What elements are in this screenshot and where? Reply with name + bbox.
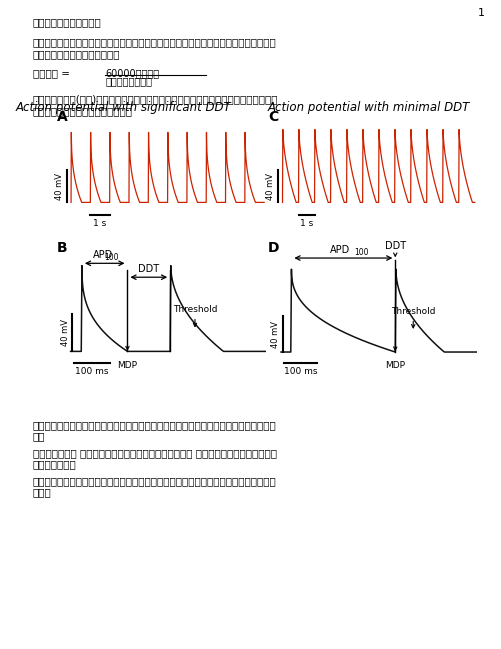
Text: 100 ms: 100 ms xyxy=(75,367,108,376)
Text: B: B xyxy=(57,241,68,256)
Text: Action potential with significant DDT: Action potential with significant DDT xyxy=(15,101,230,114)
Text: 峰值（毫伏）： 是指膜电位去极化所达到最大膜电位值， 即指最大舒张期电位与峰值之: 峰值（毫伏）： 是指膜电位去极化所达到最大膜电位值， 即指最大舒张期电位与峰值之 xyxy=(33,448,276,458)
Text: 40 mV: 40 mV xyxy=(266,173,275,200)
Text: 心肌动作电位的基本概念: 心肌动作电位的基本概念 xyxy=(33,18,101,27)
Text: 在舒张期故称之为最大舒张期电位。: 在舒张期故称之为最大舒张期电位。 xyxy=(33,106,132,116)
Text: 40 mV: 40 mV xyxy=(61,319,69,347)
Text: Action potential with minimal DDT: Action potential with minimal DDT xyxy=(268,101,469,114)
Text: 舒张期间隔（毫秒）：是指从最大舒张期电位到峰值所需的去极化时间，故也称之为峰值: 舒张期间隔（毫秒）：是指从最大舒张期电位到峰值所需的去极化时间，故也称之为峰值 xyxy=(33,476,276,485)
Text: 循环周期（毫秒）：是指两个相邻动作电位峰值之间的时间间隔。根据循环周期可以计算: 循环周期（毫秒）：是指两个相邻动作电位峰值之间的时间间隔。根据循环周期可以计算 xyxy=(33,37,276,47)
Text: 1: 1 xyxy=(476,8,483,18)
Text: 搏动频率 =: 搏动频率 = xyxy=(33,68,70,78)
Text: 最大舒张期电位(毫伏)：心肌细胞在复极过程中出现的最负的跨膜电位。因为复极是发生: 最大舒张期电位(毫伏)：心肌细胞在复极过程中出现的最负的跨膜电位。因为复极是发生 xyxy=(33,94,278,104)
Text: DDT: DDT xyxy=(138,264,159,274)
Text: 40 mV: 40 mV xyxy=(55,173,64,200)
Text: 阈值（毫伏）：是指膜电位去极化过程中足以引发动作电位时的膜电位值，也称之为阈电: 阈值（毫伏）：是指膜电位去极化过程中足以引发动作电位时的膜电位值，也称之为阈电 xyxy=(33,420,276,430)
Text: 位。: 位。 xyxy=(33,432,45,441)
Text: D: D xyxy=(268,241,279,256)
Text: 100 ms: 100 ms xyxy=(283,367,317,376)
Text: A: A xyxy=(57,110,68,125)
Text: 100: 100 xyxy=(353,248,368,257)
Text: Threshold: Threshold xyxy=(390,307,434,316)
Text: MDP: MDP xyxy=(117,361,137,370)
Text: 时间。: 时间。 xyxy=(33,487,51,497)
Text: 1 s: 1 s xyxy=(299,219,313,228)
Text: 40 mV: 40 mV xyxy=(271,321,280,348)
Text: C: C xyxy=(268,110,278,125)
Text: 循环周期（毫秒）: 循环周期（毫秒） xyxy=(105,77,152,86)
Text: 1 s: 1 s xyxy=(93,219,106,228)
Text: 间的垂直距离。: 间的垂直距离。 xyxy=(33,459,76,469)
Text: 100: 100 xyxy=(104,253,118,262)
Text: DDT: DDT xyxy=(384,241,405,251)
Text: 出心肌细胞每分钟的搏动频率：: 出心肌细胞每分钟的搏动频率： xyxy=(33,49,120,58)
Text: Threshold: Threshold xyxy=(172,305,217,314)
Text: APD: APD xyxy=(93,250,113,260)
Text: APD: APD xyxy=(329,245,350,255)
Text: MDP: MDP xyxy=(384,361,404,370)
Text: 60000（毫秒）: 60000（毫秒） xyxy=(105,68,159,78)
